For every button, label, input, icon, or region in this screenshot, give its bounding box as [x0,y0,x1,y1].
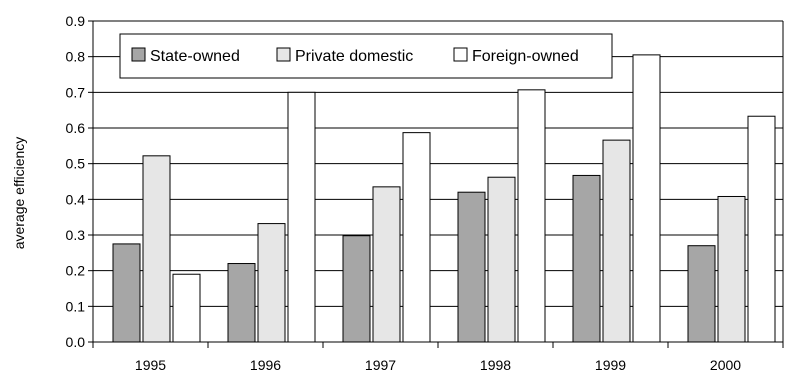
bar-foreign-owned-1998 [517,89,546,343]
legend-label: Private domestic [295,48,413,65]
bar-foreign-owned-1995 [172,273,201,343]
axes [88,20,784,348]
x-tick-labels: 1995 1996 1997 1998 1999 2000 [135,357,741,373]
y-tick-label: 0.8 [66,49,86,65]
bar-private-domestic-1996 [257,223,286,343]
bar-private-domestic-1997 [372,186,401,343]
y-axis-label: average efficiency [11,137,27,250]
y-tick-label: 0.4 [66,191,86,207]
bar-state-owned-1995 [112,243,141,343]
bar-private-domestic-2000 [717,195,746,343]
legend-box [119,33,613,79]
y-tick-label: 0.2 [66,263,86,279]
y-tick-label: 0.1 [66,298,86,314]
x-tick-label: 1998 [480,357,511,373]
x-tick-label: 1999 [595,357,626,373]
bar-private-domestic-1998 [487,176,516,343]
bar-state-owned-1996 [227,263,256,343]
y-tick-label: 0.9 [66,13,86,29]
y-tick-label: 0.5 [66,156,86,172]
legend-label: State-owned [150,48,240,65]
bar-foreign-owned-2000 [747,115,776,343]
bar-private-domestic-1995 [142,155,171,343]
bar-private-domestic-1999 [602,139,631,343]
y-tick-label: 0.7 [66,84,86,100]
x-tick-label: 1997 [365,357,396,373]
x-tick-label: 1996 [250,357,281,373]
bars-area [112,54,776,343]
y-tick-label: 0.3 [66,227,86,243]
legend-label: Foreign-owned [472,48,579,65]
bar-foreign-owned-1999 [632,54,661,343]
legend-swatch [453,47,468,62]
y-tick-label: 0.0 [66,334,86,350]
x-tick-label: 2000 [710,357,741,373]
bar-foreign-owned-1996 [287,91,316,343]
x-tick-label: 1995 [135,357,166,373]
y-tick-labels: 0.0 0.1 0.2 0.3 0.4 0.5 0.6 0.7 0.8 0.9 [66,13,86,350]
legend: State-owned Private domestic Foreign-owned [119,33,613,79]
bar-state-owned-1999 [572,174,601,343]
legend-swatch [276,47,291,62]
bar-state-owned-1998 [457,191,486,343]
bar-state-owned-1997 [342,235,371,343]
y-tick-label: 0.6 [66,120,86,136]
bar-foreign-owned-1997 [402,132,431,343]
legend-swatch [131,47,146,62]
bar-state-owned-2000 [687,245,716,343]
